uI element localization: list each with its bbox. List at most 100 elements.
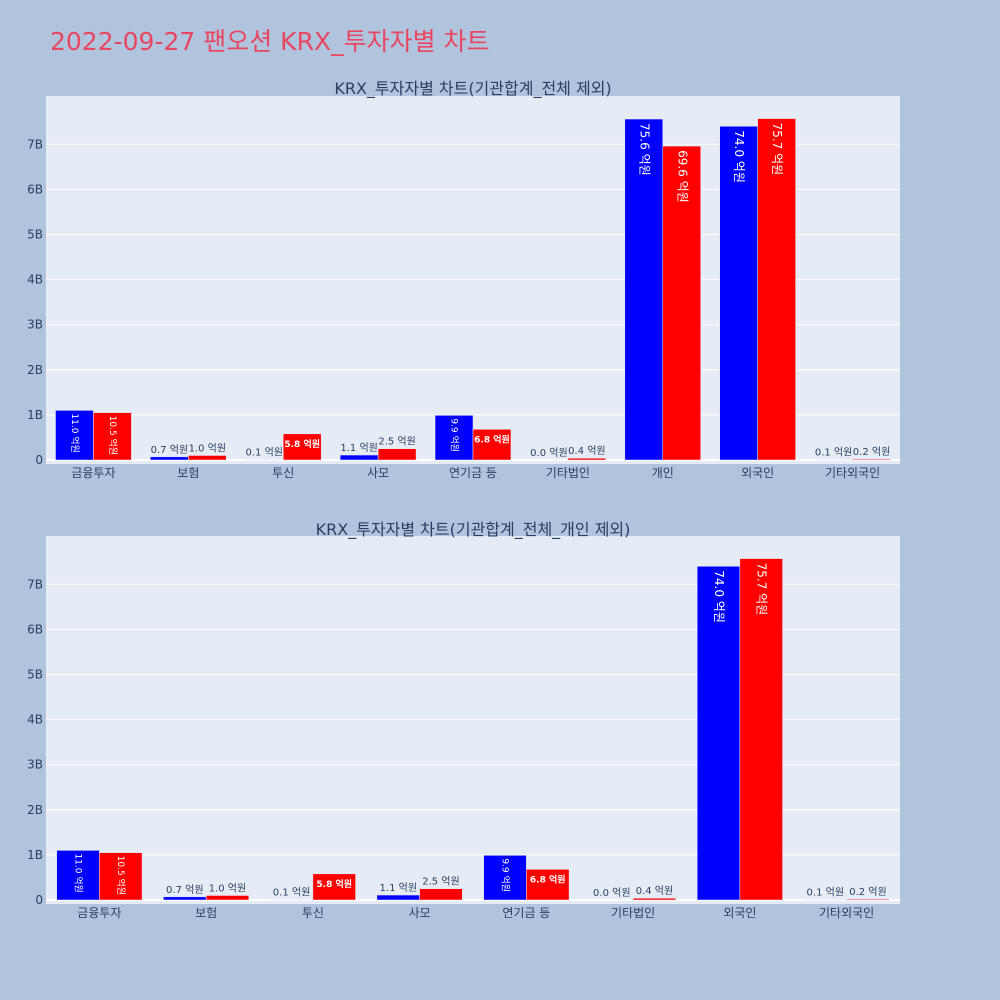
- data-label: 0.0 억원: [593, 887, 630, 899]
- x-tick-label: 투신: [272, 466, 294, 480]
- bar-sell: [662, 145, 701, 461]
- x-tick-label: 사모: [367, 466, 389, 480]
- x-tick-label: 기타법인: [546, 466, 590, 480]
- bar-buy: [56, 850, 100, 901]
- data-label: 0.7 억원: [151, 444, 188, 456]
- data-label: 5.8 억원: [316, 878, 352, 890]
- data-label: 0.1 억원: [273, 887, 310, 899]
- chart-2-group: KRX_투자자별 차트(기관합계_전체_개인 제외) 0 1B 2B 3B 4B 5B 6B 7…: [27, 520, 900, 920]
- data-label: 0.1 억원: [807, 887, 844, 899]
- bar-sell: [419, 888, 463, 901]
- bar-sell: [846, 898, 890, 901]
- data-label: 10.5 억원: [115, 856, 127, 895]
- data-label: 11.0 억원: [69, 413, 81, 452]
- x-tick-label: 기타외국인: [819, 906, 874, 920]
- bar-buy: [483, 855, 527, 901]
- y-tick-label: 3B: [27, 318, 43, 332]
- data-label: 0.1 억원: [246, 447, 283, 459]
- data-label: 0.1 억원: [815, 447, 852, 459]
- bar-sell: [526, 869, 570, 901]
- x-tick-label: 기타법인: [611, 906, 655, 920]
- data-label: 6.8 억원: [474, 433, 510, 445]
- x-tick-label: 개인: [652, 466, 674, 480]
- bar-sell: [99, 852, 143, 901]
- data-label: 0.2 억원: [853, 446, 890, 458]
- x-tick-label: 보험: [177, 466, 199, 480]
- x-tick-label: 사모: [409, 906, 431, 920]
- y-tick-label: 6B: [27, 182, 43, 196]
- data-label: 2.5 억원: [422, 876, 459, 888]
- bar-buy: [376, 894, 420, 901]
- bar-sell: [852, 458, 891, 461]
- bar-sell: [205, 895, 250, 901]
- chart-title: KRX_투자자별 차트(기관합계_전체 제외): [334, 79, 611, 99]
- x-tick-label: 외국인: [741, 466, 774, 480]
- bar-sell: [188, 455, 227, 461]
- chart-title: KRX_투자자별 차트(기관합계_전체_개인 제외): [316, 520, 631, 540]
- bar-sell: [312, 873, 356, 901]
- data-label: 9.9 억원: [500, 858, 512, 892]
- data-label: 5.8 억원: [284, 438, 320, 450]
- data-label: 11.0 억원: [73, 853, 85, 892]
- data-label: 1.0 억원: [209, 882, 246, 894]
- x-tick-label: 보험: [195, 906, 217, 920]
- y-tick-label: 7B: [27, 137, 43, 151]
- x-tick-label: 금융투자: [77, 906, 121, 920]
- y-tick-label: 0: [35, 453, 43, 467]
- x-tick-label: 기타외국인: [825, 466, 880, 480]
- bar-sell: [632, 897, 677, 901]
- bar-sell: [567, 457, 607, 461]
- data-label: 1.1 억원: [380, 882, 417, 894]
- data-label: 74.0 억원: [712, 570, 726, 623]
- data-label: 1.0 억원: [189, 442, 226, 454]
- data-label: 74.0 억원: [732, 130, 746, 183]
- bar-sell: [93, 412, 132, 461]
- data-label: 1.1 억원: [340, 442, 377, 454]
- bar-sell: [472, 429, 512, 461]
- x-tick-label: 연기금 등: [449, 466, 497, 480]
- bar-sell: [739, 558, 783, 901]
- bar-buy: [163, 896, 207, 901]
- data-label: 9.9 억원: [449, 418, 461, 452]
- page-title: 2022-09-27 팬오션 KRX_투자자별 차트: [50, 27, 490, 56]
- y-tick-label: 6B: [27, 622, 43, 636]
- y-tick-label: 0: [35, 893, 43, 907]
- chart-1-group: KRX_투자자별 차트(기관합계_전체 제외) 0 1B 2B 3B 4B 5B 6B 7B 금융…: [27, 79, 900, 480]
- y-tick-label: 4B: [27, 273, 43, 287]
- bar-buy: [719, 126, 758, 461]
- data-label: 2.5 억원: [378, 436, 415, 448]
- y-tick-label: 1B: [27, 408, 43, 422]
- data-label: 0.4 억원: [636, 885, 673, 897]
- y-tick-label: 5B: [27, 668, 43, 682]
- bar-sell: [757, 118, 796, 461]
- data-label: 0.2 억원: [849, 886, 886, 898]
- y-tick-label: 3B: [27, 758, 43, 772]
- data-label: 75.6 억원: [637, 123, 651, 176]
- data-label: 0.4 억원: [568, 445, 605, 457]
- data-label: 75.7 억원: [770, 123, 784, 176]
- y-tick-label: 1B: [27, 848, 43, 862]
- bar-buy: [55, 410, 94, 461]
- x-tick-label: 투신: [302, 906, 324, 920]
- data-label: 6.8 억원: [530, 873, 566, 885]
- y-tick-label: 7B: [27, 577, 43, 591]
- x-tick-label: 연기금 등: [502, 906, 550, 920]
- data-label: 0.0 억원: [530, 447, 567, 459]
- y-tick-label: 2B: [27, 803, 43, 817]
- bar-buy: [434, 415, 474, 461]
- bar-buy: [696, 566, 741, 901]
- y-tick-label: 2B: [27, 363, 43, 377]
- x-tick-label: 금융투자: [71, 466, 115, 480]
- y-tick-label: 4B: [27, 713, 43, 727]
- bar-sell: [282, 433, 322, 461]
- x-tick-label: 외국인: [723, 906, 756, 920]
- y-tick-label: 5B: [27, 228, 43, 242]
- bar-buy: [624, 118, 664, 461]
- data-label: 75.7 억원: [755, 563, 769, 616]
- data-label: 69.6 억원: [675, 150, 689, 203]
- data-label: 0.7 억원: [166, 884, 203, 896]
- data-label: 10.5 억원: [107, 416, 119, 455]
- bar-sell: [377, 448, 417, 461]
